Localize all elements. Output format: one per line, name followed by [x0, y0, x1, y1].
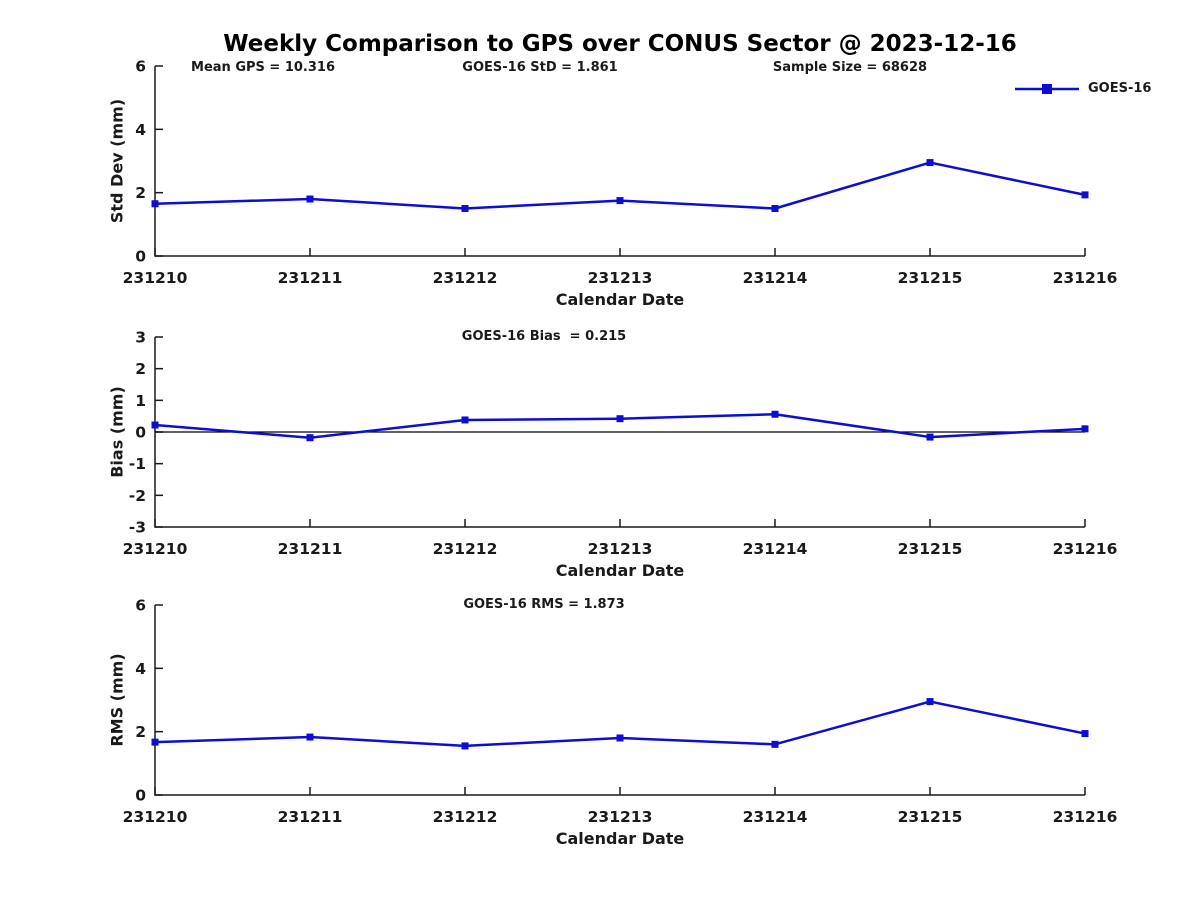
data-point-marker: [926, 159, 934, 167]
annotation-goes16-std: GOES-16 StD = 1.861: [462, 60, 618, 75]
data-point-marker: [306, 733, 314, 741]
page-title: Weekly Comparison to GPS over CONUS Sect…: [223, 31, 1017, 57]
x-tick-label: 231212: [433, 808, 498, 826]
y-axis-label-bias: Bias (mm): [107, 386, 127, 478]
y-tick-label: 1: [135, 392, 146, 410]
x-tick-label: 231216: [1053, 540, 1118, 558]
data-point-marker: [926, 698, 934, 706]
x-tick-label: 231210: [123, 540, 188, 558]
x-tick-label: 231214: [743, 540, 808, 558]
data-point-marker: [926, 433, 934, 441]
y-tick-label: 6: [135, 597, 146, 615]
data-point-marker: [1081, 730, 1089, 738]
axis-frame: [154, 66, 1085, 257]
data-point-marker: [1081, 425, 1089, 433]
x-tick-label: 231213: [588, 808, 653, 826]
y-axis-label-rms: RMS (mm): [107, 653, 127, 747]
data-point-marker: [616, 197, 624, 205]
data-point-marker: [616, 415, 624, 423]
data-point-marker: [306, 195, 314, 203]
y-tick-label: 6: [135, 58, 146, 76]
y-tick-label: 2: [135, 184, 146, 202]
y-tick-label: 3: [135, 329, 146, 347]
subplot-rms-title: GOES-16 RMS = 1.873: [463, 597, 625, 612]
x-tick-label: 231210: [123, 808, 188, 826]
annotation-mean-gps: Mean GPS = 10.316: [191, 60, 335, 75]
y-tick-label: 2: [135, 723, 146, 741]
x-tick-label: 231211: [278, 808, 343, 826]
y-tick-label: -3: [129, 519, 146, 537]
y-axis-label-stddev: Std Dev (mm): [107, 98, 127, 224]
legend-label: GOES-16: [1088, 81, 1152, 96]
data-point-marker: [771, 410, 779, 418]
data-point-marker: [151, 200, 159, 208]
data-point-marker: [151, 738, 159, 746]
x-tick-label: 231210: [123, 269, 188, 287]
legend-line-marker-icon: [1015, 84, 1079, 94]
x-tick-label: 231215: [898, 269, 963, 287]
data-point-marker: [771, 740, 779, 748]
x-tick-label: 231214: [743, 808, 808, 826]
y-tick-label: 2: [135, 360, 146, 378]
data-point-marker: [306, 434, 314, 442]
data-point-marker: [771, 205, 779, 212]
x-tick-label: 231212: [433, 540, 498, 558]
y-tick-label: 0: [135, 248, 146, 266]
x-tick-label: 231213: [588, 269, 653, 287]
x-tick-label: 231211: [278, 540, 343, 558]
data-point-marker: [461, 416, 469, 424]
data-line: [154, 700, 1086, 748]
y-tick-label: 4: [135, 121, 146, 139]
data-point-marker: [151, 421, 159, 429]
data-line: [154, 161, 1086, 210]
annotation-sample-size: Sample Size = 68628: [772, 60, 928, 75]
data-line: [154, 413, 1086, 439]
x-tick-label: 231212: [433, 269, 498, 287]
y-tick-label: -1: [129, 455, 146, 473]
x-tick-label: 231214: [743, 269, 808, 287]
data-point-marker: [461, 205, 469, 212]
x-tick-label: 231216: [1053, 269, 1118, 287]
y-tick-label: 4: [135, 660, 146, 678]
x-axis-label-top: Calendar Date: [555, 290, 685, 309]
data-point-marker: [616, 734, 624, 742]
y-tick-label: 0: [135, 424, 146, 442]
axis-frame: [154, 337, 1085, 528]
x-tick-label: 231211: [278, 269, 343, 287]
x-tick-label: 231213: [588, 540, 653, 558]
x-axis-label-bottom: Calendar Date: [555, 829, 685, 848]
x-tick-label: 231215: [898, 808, 963, 826]
y-tick-label: -2: [129, 487, 146, 505]
subplot-bias-title: GOES-16 Bias = 0.215: [461, 329, 627, 344]
axis-frame: [154, 605, 1085, 796]
legend: GOES-16: [1015, 81, 1151, 97]
data-point-marker: [461, 742, 469, 750]
x-axis-label-middle: Calendar Date: [555, 561, 685, 580]
y-tick-label: 0: [135, 787, 146, 805]
data-point-marker: [1081, 191, 1089, 199]
x-tick-label: 231216: [1053, 808, 1118, 826]
x-tick-label: 231215: [898, 540, 963, 558]
